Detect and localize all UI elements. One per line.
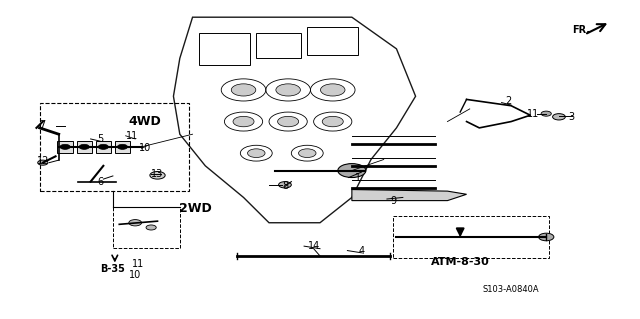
Bar	[40, 103, 189, 191]
Text: 11: 11	[132, 259, 145, 269]
Text: FR.: FR.	[572, 25, 590, 35]
Circle shape	[278, 116, 299, 127]
Text: 4: 4	[358, 246, 365, 256]
Circle shape	[248, 149, 265, 158]
Circle shape	[146, 225, 156, 230]
Text: 1: 1	[355, 174, 362, 183]
Circle shape	[552, 114, 565, 120]
Circle shape	[321, 84, 345, 96]
Text: 9: 9	[390, 196, 396, 206]
Text: S103-A0840A: S103-A0840A	[483, 285, 540, 294]
Text: 14: 14	[307, 241, 320, 251]
Text: 12: 12	[36, 156, 49, 166]
Bar	[113, 207, 180, 248]
Circle shape	[129, 219, 141, 226]
Circle shape	[322, 116, 343, 127]
Circle shape	[150, 172, 165, 179]
Text: 11: 11	[126, 131, 138, 141]
Bar	[199, 33, 250, 65]
Circle shape	[117, 144, 127, 149]
Circle shape	[233, 116, 254, 127]
Text: 10: 10	[129, 270, 141, 280]
Bar	[77, 141, 92, 152]
Polygon shape	[352, 189, 467, 201]
Circle shape	[338, 164, 366, 178]
Text: 2: 2	[505, 96, 511, 106]
Text: 11: 11	[527, 109, 540, 119]
Circle shape	[298, 149, 316, 158]
Text: 8: 8	[282, 182, 288, 191]
Text: 7: 7	[40, 120, 46, 130]
Text: 10: 10	[139, 144, 151, 153]
Circle shape	[278, 182, 291, 188]
Text: 13: 13	[152, 169, 164, 179]
Bar	[96, 141, 111, 152]
Text: 6: 6	[97, 177, 103, 187]
Circle shape	[79, 144, 90, 149]
Text: ATM-8-30: ATM-8-30	[431, 257, 490, 267]
Bar	[394, 216, 549, 257]
Bar	[307, 27, 358, 55]
Bar	[256, 33, 301, 58]
Text: 4WD: 4WD	[129, 115, 161, 128]
Circle shape	[276, 84, 300, 96]
Text: 3: 3	[569, 112, 575, 122]
Circle shape	[99, 144, 108, 149]
Bar	[115, 141, 130, 152]
Bar	[58, 141, 73, 152]
Circle shape	[60, 144, 70, 149]
Text: 2WD: 2WD	[179, 202, 212, 215]
Circle shape	[231, 84, 256, 96]
Circle shape	[539, 233, 554, 241]
Circle shape	[541, 111, 551, 116]
Text: B-35: B-35	[100, 263, 125, 274]
Circle shape	[38, 160, 48, 165]
Text: 5: 5	[97, 134, 103, 144]
